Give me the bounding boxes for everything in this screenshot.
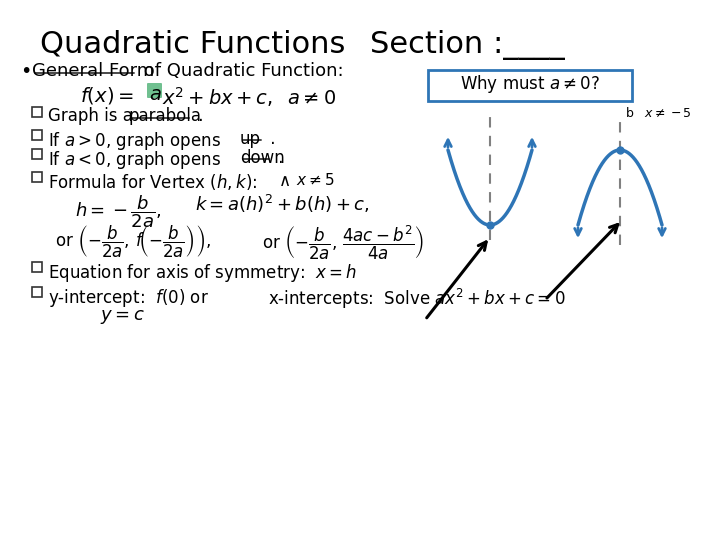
Bar <box>32 287 42 297</box>
Text: $k = a(h)^2+b(h) + c,$: $k = a(h)^2+b(h) + c,$ <box>195 193 369 215</box>
Text: x-intercepts:  Solve $ax^2 + bx + c = 0$: x-intercepts: Solve $ax^2 + bx + c = 0$ <box>268 287 565 311</box>
Text: $y = c$: $y = c$ <box>100 308 145 326</box>
Bar <box>32 107 42 117</box>
Text: b   $x \neq -5$: b $x \neq -5$ <box>625 106 692 120</box>
Text: Section :____: Section :____ <box>370 30 564 60</box>
Text: $x^2 + bx + c,\;\; a \neq 0$: $x^2 + bx + c,\;\; a \neq 0$ <box>162 85 336 109</box>
Text: $x \neq 5$: $x \neq 5$ <box>296 172 335 188</box>
FancyBboxPatch shape <box>147 83 162 98</box>
Text: If $a < 0$, graph opens: If $a < 0$, graph opens <box>48 149 222 171</box>
Text: $a$: $a$ <box>149 85 162 104</box>
Text: Formula for Vertex $(h, k)$:: Formula for Vertex $(h, k)$: <box>48 172 257 192</box>
Text: y-intercept:  $f(0)$ or: y-intercept: $f(0)$ or <box>48 287 209 309</box>
Bar <box>32 262 42 272</box>
Text: Equation for axis of symmetry:  $x = h$: Equation for axis of symmetry: $x = h$ <box>48 262 357 284</box>
Text: $f(x) = $: $f(x) = $ <box>80 85 134 106</box>
Text: $\wedge$: $\wedge$ <box>278 172 290 190</box>
Text: General Form: General Form <box>32 62 154 80</box>
Text: Quadratic Functions: Quadratic Functions <box>40 30 346 59</box>
Text: or $\left(-\dfrac{b}{2a},\,f\!\left(-\dfrac{b}{2a}\right)\right),$: or $\left(-\dfrac{b}{2a},\,f\!\left(-\df… <box>55 224 211 260</box>
Text: or $\left(-\dfrac{b}{2a},\,\dfrac{4ac-b^2}{4a}\right)$: or $\left(-\dfrac{b}{2a},\,\dfrac{4ac-b^… <box>262 224 424 262</box>
Bar <box>32 172 42 182</box>
Text: •: • <box>20 62 32 81</box>
Bar <box>32 149 42 159</box>
Text: of Quadratic Function:: of Quadratic Function: <box>138 62 343 80</box>
FancyBboxPatch shape <box>428 70 632 101</box>
Text: If $a > 0$, graph opens: If $a > 0$, graph opens <box>48 130 222 152</box>
Bar <box>32 130 42 140</box>
Text: down: down <box>240 149 284 167</box>
Text: .: . <box>273 149 284 167</box>
Text: $h = -\dfrac{b}{2a},$: $h = -\dfrac{b}{2a},$ <box>75 193 161 230</box>
Text: parabola: parabola <box>128 107 201 125</box>
Text: up: up <box>240 130 261 148</box>
Text: .: . <box>193 107 204 125</box>
Text: Graph is a: Graph is a <box>48 107 138 125</box>
Text: .: . <box>265 130 276 148</box>
Text: Why must $a \neq 0$?: Why must $a \neq 0$? <box>460 73 600 95</box>
